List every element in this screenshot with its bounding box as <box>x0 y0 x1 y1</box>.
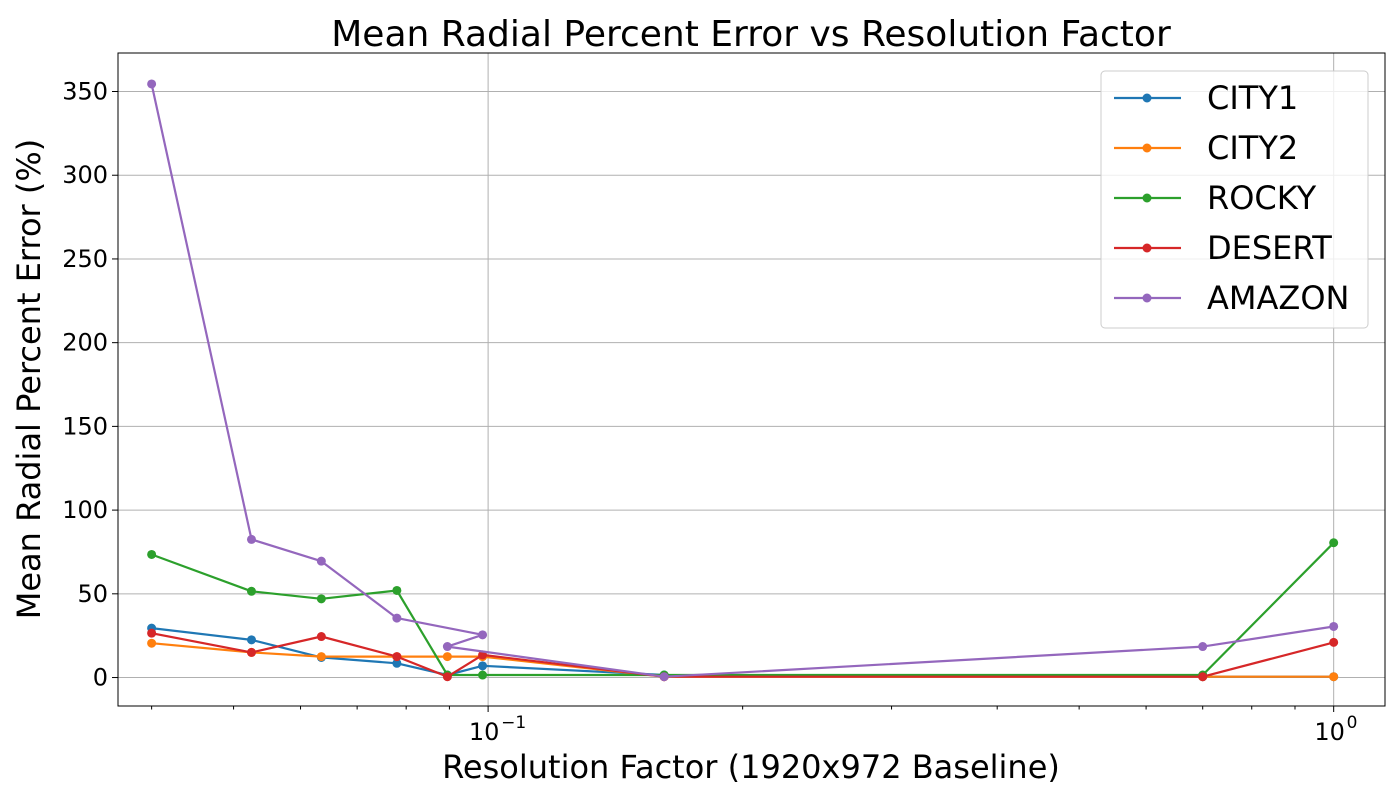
data-point-rocky <box>147 549 157 559</box>
y-tick-label: 300 <box>62 161 108 189</box>
x-tick-label: 10 <box>469 718 500 746</box>
plot-frame <box>117 52 1386 707</box>
data-point-amazon <box>246 534 256 544</box>
legend-box <box>1100 70 1369 329</box>
legend-marker-desert <box>1142 243 1152 253</box>
x-tick-label-exponent: 0 <box>1347 713 1358 733</box>
data-point-amazon <box>147 79 157 89</box>
data-point-city2 <box>442 652 452 662</box>
data-point-amazon <box>1329 621 1339 631</box>
data-point-desert <box>246 647 256 657</box>
y-tick-label: 0 <box>93 664 108 692</box>
data-point-city1 <box>246 635 256 645</box>
chart-title: Mean Radial Percent Error vs Resolution … <box>331 14 1171 55</box>
data-point-desert <box>1198 672 1208 682</box>
x-tick-label: 10 <box>1314 718 1345 746</box>
data-point-rocky <box>478 670 488 680</box>
data-point-city1 <box>478 661 488 671</box>
series-line-desert <box>151 632 1334 678</box>
y-tick-label: 50 <box>77 580 108 608</box>
y-axis-label: Mean Radial Percent Error (%) <box>10 139 48 620</box>
data-point-rocky <box>392 585 402 595</box>
y-tick-label: 200 <box>62 329 108 357</box>
data-point-amazon <box>659 672 669 682</box>
data-point-rocky <box>316 594 326 604</box>
series-line-city1 <box>151 627 1334 678</box>
y-tick-label: 250 <box>62 245 108 273</box>
data-point-city2 <box>1329 672 1339 682</box>
legend: CITY1 CITY2 ROCKY DESERT AMAZON <box>1100 70 1369 329</box>
data-point-desert <box>442 672 452 682</box>
data-point-desert <box>1329 637 1339 647</box>
x-axis-label: Resolution Factor (1920x972 Baseline) <box>442 748 1060 786</box>
data-point-rocky <box>246 586 256 596</box>
y-tick-label: 100 <box>62 496 108 524</box>
legend-label-city1: CITY1 <box>1207 79 1298 117</box>
data-point-desert <box>147 628 157 638</box>
legend-label-city2: CITY2 <box>1207 129 1298 167</box>
data-point-amazon <box>1198 642 1208 652</box>
data-point-desert <box>316 632 326 642</box>
data-point-amazon <box>316 556 326 566</box>
series-line-rocky <box>151 542 1335 677</box>
series-layer <box>147 79 1339 682</box>
legend-marker-rocky <box>1142 193 1152 203</box>
x-tick-label-exponent: −1 <box>501 713 526 733</box>
legend-label-desert: DESERT <box>1207 229 1332 267</box>
series-amazon <box>147 79 1339 682</box>
data-point-city2 <box>147 638 157 648</box>
data-point-city2 <box>316 652 326 662</box>
legend-marker-city1 <box>1142 93 1152 103</box>
data-point-amazon <box>442 642 452 652</box>
data-point-amazon <box>478 630 488 640</box>
grid-layer <box>118 53 1385 706</box>
y-tick-label: 150 <box>62 412 108 440</box>
legend-marker-city2 <box>1142 143 1152 153</box>
data-point-amazon <box>392 613 402 623</box>
data-point-city1 <box>392 658 402 668</box>
legend-label-rocky: ROCKY <box>1207 179 1317 217</box>
legend-label-amazon: AMAZON <box>1207 279 1349 317</box>
data-point-desert <box>392 652 402 662</box>
y-tick-label: 350 <box>62 78 108 106</box>
legend-marker-amazon <box>1142 293 1152 303</box>
data-point-rocky <box>1329 538 1339 548</box>
